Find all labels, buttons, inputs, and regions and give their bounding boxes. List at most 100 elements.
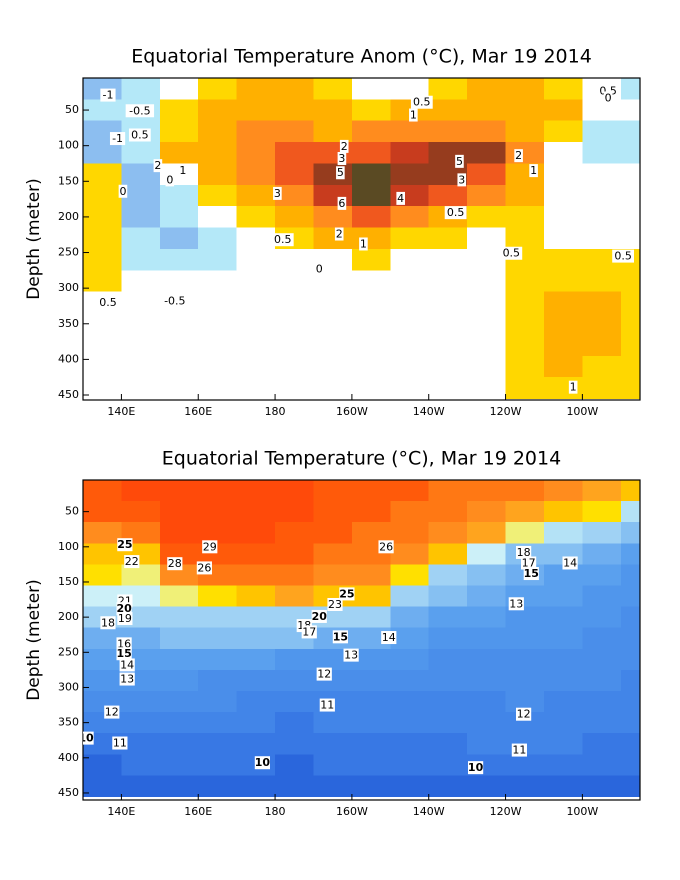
y-tick-label: 450 [58,786,79,799]
y-tick-label: 50 [65,505,79,518]
cell [159,313,199,335]
cell [543,78,583,100]
cell [159,606,199,629]
contour-label: 20 [312,610,328,623]
contour-label-bg [521,556,537,570]
cell [582,163,622,186]
cell [543,142,583,164]
cell [351,564,391,586]
cell [198,733,238,755]
cell [275,733,314,755]
cell [313,775,353,797]
contour-label-bg [410,95,433,109]
cell [198,690,238,713]
cell [582,669,622,692]
cell [121,78,161,100]
cell [198,585,238,608]
cell [543,270,583,293]
cell [543,99,583,122]
contour-label: 0 [316,262,323,275]
contour-label: 0.5 [599,84,617,97]
cell [275,690,314,713]
cell [505,291,545,314]
contour-label-bg [457,173,467,187]
contour-label-bg [117,612,133,626]
y-axis-label: Depth (meter) [24,579,44,701]
cell [236,355,276,378]
y-tick-label: 250 [58,645,79,658]
cell [428,120,468,143]
cell [159,377,199,400]
contour-label: 0 [119,185,126,198]
cell [351,606,391,629]
cell [159,184,199,207]
cell [620,291,640,314]
cell [582,227,622,250]
cell [275,78,314,100]
cell [351,775,391,797]
contour-label: 15 [524,567,539,580]
cell [620,270,640,293]
cell [390,501,430,523]
cell [467,248,507,271]
contour-label-bg [568,380,578,394]
cell [83,648,122,671]
contour-label-bg [128,128,151,142]
cell [83,480,122,502]
cell [198,627,238,650]
x-tick-label: 160E [184,805,212,818]
contour-label: 29 [203,540,217,553]
cell [467,291,507,314]
cell [313,291,353,314]
cell [620,543,640,565]
cell [543,120,583,143]
contour-label-bg [125,104,155,118]
y-tick-label: 150 [58,575,79,588]
cell [198,270,238,293]
cell [467,712,507,734]
contour-label: 3 [458,173,465,186]
cell [198,227,238,250]
contour-label: 1 [179,164,186,177]
cell [351,522,391,544]
cell [467,564,507,586]
cell [121,184,161,207]
contour-label-bg [160,294,190,308]
cell [159,690,199,713]
cell [275,501,314,523]
cell [505,355,545,378]
cell [620,775,640,797]
contour-label-bg [562,556,578,570]
cell [313,78,353,100]
contour-label-bg [271,233,294,247]
cell [543,733,583,755]
contour-label: 16 [117,637,131,650]
contour-label-bg [467,761,484,775]
x-tick-label: 120W [490,805,522,818]
contour-label: 15 [116,647,131,660]
chart: Equatorial Temperature (°C), Mar 19 2014… [24,448,641,818]
contour-label: 14 [563,556,577,569]
cell [505,163,545,186]
y-tick-label: 150 [58,174,79,187]
cell [582,501,622,523]
cell [236,627,276,650]
plot-frame [82,77,641,401]
cell [390,543,430,565]
cell [121,754,161,776]
contour-label: 2 [336,228,343,241]
cell [275,564,314,586]
cell [390,754,430,776]
contour-label-bg [196,561,212,575]
contour-label-bg [511,743,527,757]
cell [390,184,430,207]
contour-label: -1 [102,89,113,102]
cell [236,206,276,229]
contour-label-bg [337,152,347,165]
cell [275,585,314,608]
cell [198,377,238,400]
cell [275,754,314,776]
cell [313,227,353,250]
cell [83,377,122,400]
